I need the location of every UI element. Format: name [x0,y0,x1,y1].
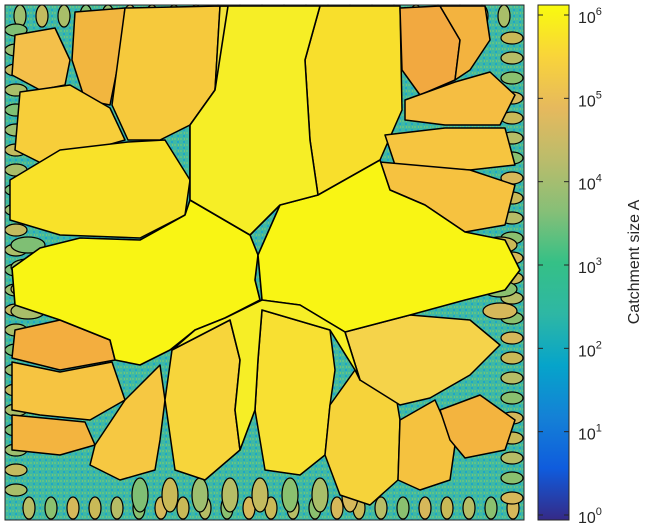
edge-catchment-cell [88,496,102,520]
edge-catchment-cell [66,496,80,520]
colorbar-tick-label: 100 [578,506,602,527]
edge-catchment-cell [131,477,149,513]
catchment-south [171,299,361,451]
edge-catchment-cell [484,496,498,520]
catchment-region [254,309,336,476]
edge-catchment-cell [462,496,476,520]
tick-exponent: 1 [596,423,602,435]
tick-exponent: 2 [596,339,602,351]
colorbar-tick-label: 102 [578,339,602,360]
tick-base: 10 [578,10,596,27]
edge-catchment-cell [251,477,269,513]
edge-catchment-cell [221,477,239,513]
large-catchments [11,5,521,451]
edge-catchment-cell [176,496,190,520]
edge-catchment-cell [500,491,524,505]
colorbar-tick-label: 103 [578,256,602,277]
tick-base: 10 [578,177,596,194]
edge-catchment-cell [4,223,28,237]
edge-catchment-cell [22,496,36,520]
edge-catchment-cell [497,4,511,28]
tick-exponent: 6 [596,6,602,18]
tick-exponent: 0 [596,506,602,518]
catchment-region [439,5,491,81]
tick-base: 10 [578,93,596,110]
edge-catchment-cell [500,31,524,45]
catchment-north [189,5,321,236]
edge-catchment-cell [500,351,524,365]
catchment-region [11,414,96,456]
edge-catchment-cell [440,496,454,520]
tick-base: 10 [578,343,596,360]
edge-catchment-cell [330,496,344,520]
edge-catchment-cell [500,51,524,65]
tick-exponent: 3 [596,256,602,268]
catchment-region [89,364,166,481]
tick-base: 10 [578,260,596,277]
edge-catchment-cell [500,451,524,465]
edge-catchment-cell [57,4,71,28]
edge-catchment-cell [396,496,410,520]
edge-catchment-cell [500,371,524,385]
edge-catchment-cell [500,331,524,345]
colorbar-tick-label: 101 [578,423,602,444]
colorbar-label: Catchment size A [626,199,643,324]
catchment-region [439,394,516,459]
colorbar-gradient [537,4,570,521]
edge-catchment-cell [311,477,329,513]
edge-catchment-cell [482,302,518,320]
edge-catchment-cell [110,496,124,520]
edge-catchment-cell [500,471,524,485]
edge-catchment-cell [191,477,209,513]
catchment-region [344,314,501,406]
tick-exponent: 4 [596,173,602,185]
catchment-map [4,4,525,521]
colorbar-tick-label: 104 [578,173,602,194]
edge-catchment-cell [500,71,524,85]
edge-catchment-cell [161,477,179,513]
catchment-largest-west [11,199,261,366]
edge-catchment-cell [44,496,58,520]
tick-exponent: 5 [596,89,602,101]
colorbar-tick-label: 106 [578,6,602,27]
catchment-region [404,71,516,126]
edge-catchment-cell [281,477,299,513]
edge-catchment-cell [418,496,432,520]
tick-base: 10 [578,427,596,444]
edge-catchment-cell [4,463,28,477]
colorbar-tick-label: 105 [578,89,602,110]
edge-catchment-cell [500,391,524,405]
edge-catchment-cell [374,496,388,520]
catchment-region [9,139,191,239]
map-frame [4,4,525,521]
edge-catchment-cell [35,4,49,28]
edge-catchment-cell [4,483,28,497]
catchment-region [11,361,126,421]
catchment-region [397,399,456,491]
tick-base: 10 [578,510,596,527]
edge-catchment-cell [10,236,46,254]
